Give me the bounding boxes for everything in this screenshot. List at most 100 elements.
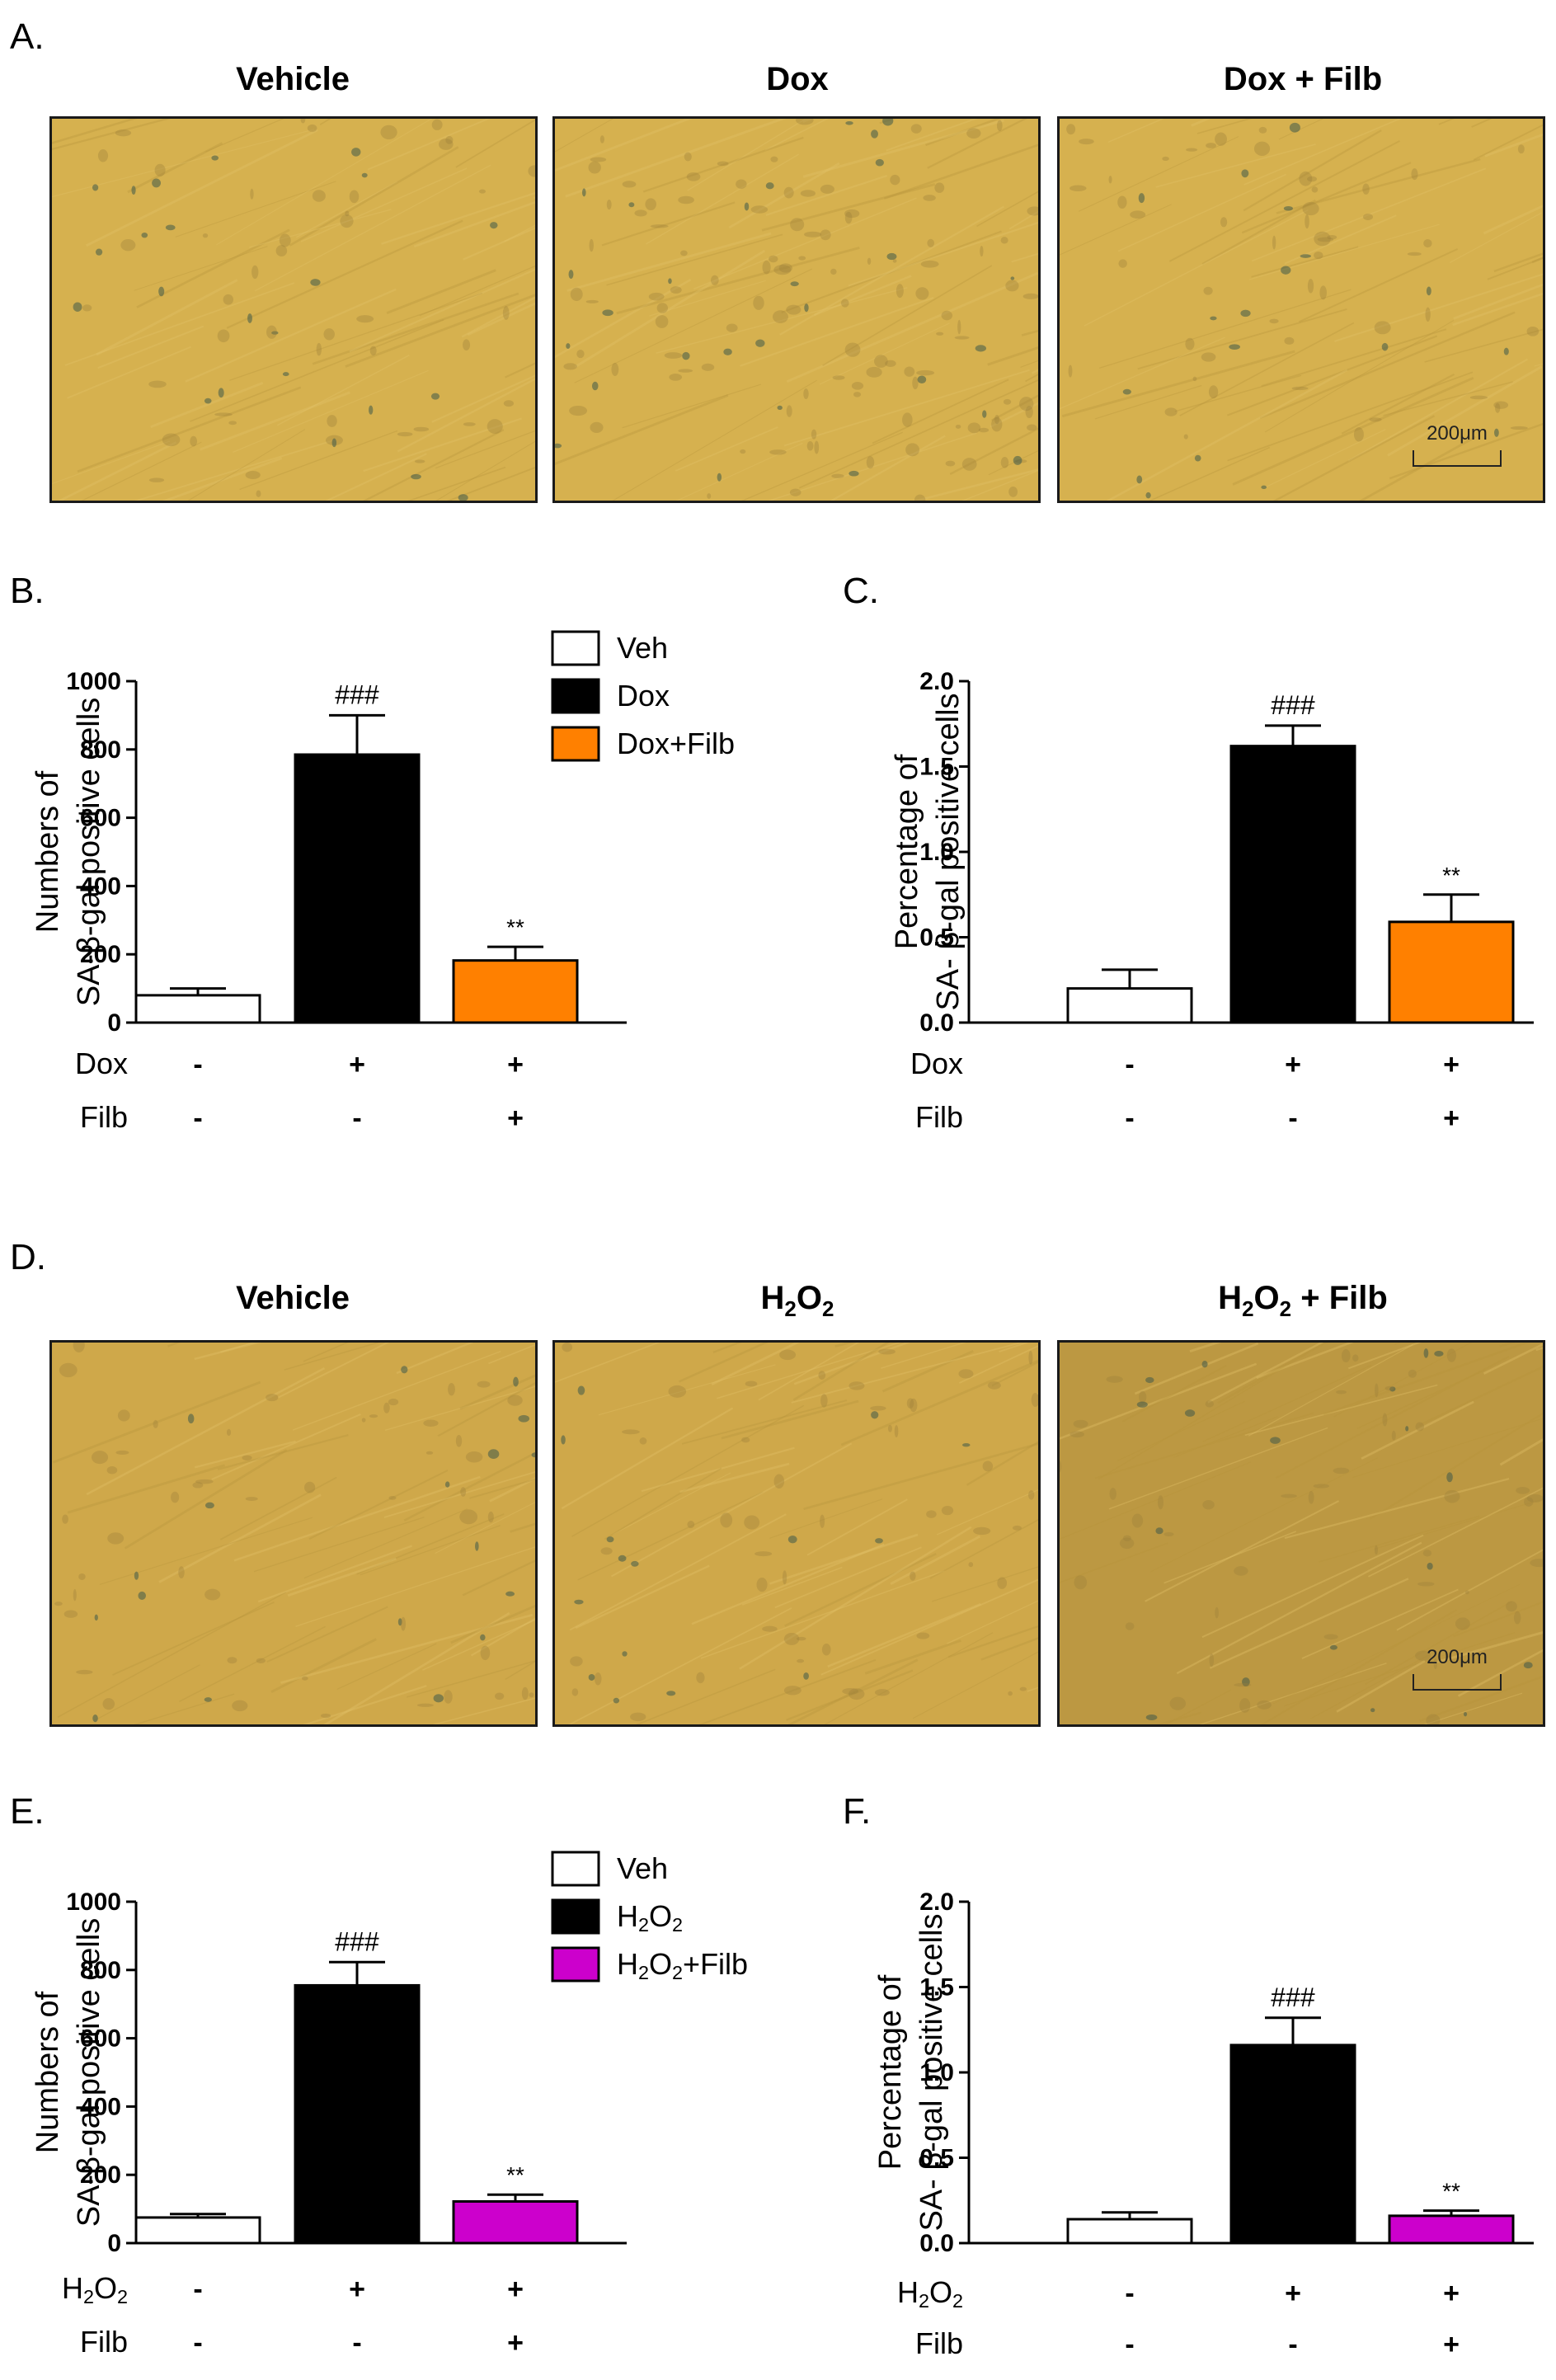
micrograph-texture (1060, 119, 1543, 501)
y-tick-label: 0.0 (919, 1009, 954, 1037)
micrograph-h2o2-filb: 200μm (1057, 1340, 1545, 1727)
bar-h2o2 (1229, 2044, 1356, 2245)
chart-f: 0.0 0.5 1.0 1.5 2.0 Percentage of SA- β-gal po… (873, 1888, 1534, 2360)
legend-swatch (551, 1946, 600, 1983)
y-tick-label: 800 (80, 1957, 121, 1984)
y-axis-label: Numbers of (31, 770, 65, 933)
micrograph-title-dox-filb: Dox + Filb (1223, 61, 1383, 97)
treatment-sign: - (193, 1049, 202, 1080)
legend-label: Veh (617, 631, 668, 665)
y-tick-label: 200 (80, 941, 121, 968)
treatment-sign: - (352, 1103, 361, 1134)
panel-label-f: F. (843, 1791, 872, 1832)
scale-bar: 200μm (1413, 422, 1502, 467)
legend-label: H2O2 (617, 1899, 683, 1936)
legend-swatch (551, 1851, 600, 1887)
y-tick-label: 200 (80, 2161, 121, 2189)
y-tick-label: 1000 (66, 668, 121, 695)
micrograph-texture (555, 119, 1038, 501)
y-tick-label: 400 (80, 2093, 121, 2120)
bar-veh (1066, 2218, 1193, 2245)
y-tick-label: 0.5 (919, 924, 954, 952)
micrograph-title-dox: Dox (766, 61, 829, 97)
significance-label: ** (1442, 2179, 1460, 2204)
y-tick-label: 0.0 (919, 2230, 954, 2257)
scale-bar-2: 200μm (1413, 1646, 1502, 1691)
legend-label: Dox+Filb (617, 727, 735, 760)
micrograph-vehicle-2 (49, 1340, 538, 1727)
legend-swatch (551, 630, 600, 666)
treatment-sign: - (193, 1103, 202, 1134)
treatment-row-label: Dox (75, 1047, 128, 1080)
treatment-sign: + (1285, 1049, 1301, 1080)
legend-swatch (551, 1898, 600, 1935)
treatment-sign: - (193, 2274, 202, 2305)
treatment-sign: - (1125, 2278, 1134, 2309)
h2o2-title-text: H2O2 (760, 1280, 834, 1321)
panel-label-a: A. (10, 16, 45, 57)
panel-label-e: E. (10, 1791, 45, 1832)
treatment-sign: + (1443, 1049, 1460, 1080)
y-tick-label: 0.5 (919, 2145, 954, 2172)
y-tick-label: 600 (80, 2025, 121, 2053)
treatment-sign: + (1443, 2278, 1460, 2309)
significance-label: ### (335, 1926, 379, 1956)
treatment-sign: + (1443, 1103, 1460, 1134)
treatment-sign: + (1285, 2278, 1301, 2309)
treatment-sign: + (507, 1103, 524, 1134)
micrograph-dox-filb: 200μm (1057, 116, 1545, 503)
panel-label-b: B. (10, 571, 45, 611)
y-axis-label: Percentage of (873, 1974, 908, 2170)
y-axis-label: SA-β-gal positive cells (72, 698, 106, 1007)
chart-b: 0 200 400 600 800 1000 Numbers of SA-β-gal posi… (31, 630, 735, 1134)
significance-label: ### (1271, 1983, 1315, 2012)
treatment-row-label: Filb (915, 1100, 963, 1134)
h2o2-filb-title-text: H2O2 + Filb (1218, 1280, 1388, 1321)
bar-h2o2-filb (452, 2199, 579, 2245)
bar-veh (134, 2216, 261, 2245)
legend-swatch (551, 726, 600, 762)
y-axis-label: SA- β-gal positive cells (914, 1913, 949, 2231)
treatment-sign: + (507, 2274, 524, 2305)
treatment-sign: - (1125, 2329, 1134, 2360)
treatment-sign: - (193, 2327, 202, 2359)
y-tick-label: 1.5 (919, 1974, 954, 2001)
micrograph-texture (555, 1343, 1038, 1724)
y-tick-label: 2.0 (919, 1888, 954, 1916)
legend-label: H2O2+Filb (617, 1947, 748, 1983)
treatment-sign: - (1125, 1103, 1134, 1134)
treatment-row-label: H2O2 (62, 2271, 128, 2307)
y-axis-label: Numbers of (31, 1991, 65, 2153)
significance-label: ** (1442, 863, 1460, 888)
y-tick-label: 1.5 (919, 754, 954, 781)
treatment-sign: + (1443, 2329, 1460, 2360)
micrograph-title-h2o2-filb: H2O2 + Filb (1060, 1280, 1546, 1322)
bar-dox-filb (1388, 920, 1515, 1024)
legend-label: Dox (617, 679, 670, 713)
legend-label: Veh (617, 1851, 668, 1885)
micrograph-title-h2o2: H2O2 (554, 1280, 1041, 1322)
bar-veh (134, 994, 261, 1024)
y-tick-label: 1000 (66, 1888, 121, 1916)
micrograph-h2o2 (552, 1340, 1041, 1727)
y-axis-label: SA-β-gal positive cells (72, 1918, 106, 2227)
micrograph-texture (52, 1343, 535, 1724)
micrograph-title-vehicle: Vehicle (236, 61, 350, 97)
treatment-row-label: Filb (80, 1100, 128, 1134)
significance-label: ### (1271, 690, 1315, 720)
micrograph-texture (52, 119, 535, 501)
panel-label-c: C. (843, 571, 879, 611)
y-axis-label: SA- β-gal positive cells (931, 693, 966, 1010)
bar-dox (1229, 745, 1356, 1024)
treatment-row-label: Dox (910, 1047, 963, 1080)
significance-label: ** (506, 2162, 524, 2188)
chart-c: 0.0 0.5 1.0 1.5 2.0 Percentage of SA- β-gal po… (890, 668, 1534, 1134)
significance-label: ### (335, 680, 379, 709)
y-tick-label: 1.0 (919, 839, 954, 866)
micrograph-title-vehicle-2: Vehicle (236, 1280, 350, 1316)
treatment-sign: + (349, 1049, 365, 1080)
bar-h2o2-filb (1388, 2214, 1515, 2245)
bar-dox (294, 753, 421, 1024)
y-tick-label: 2.0 (919, 668, 954, 695)
treatment-row-label: Filb (915, 2326, 963, 2360)
